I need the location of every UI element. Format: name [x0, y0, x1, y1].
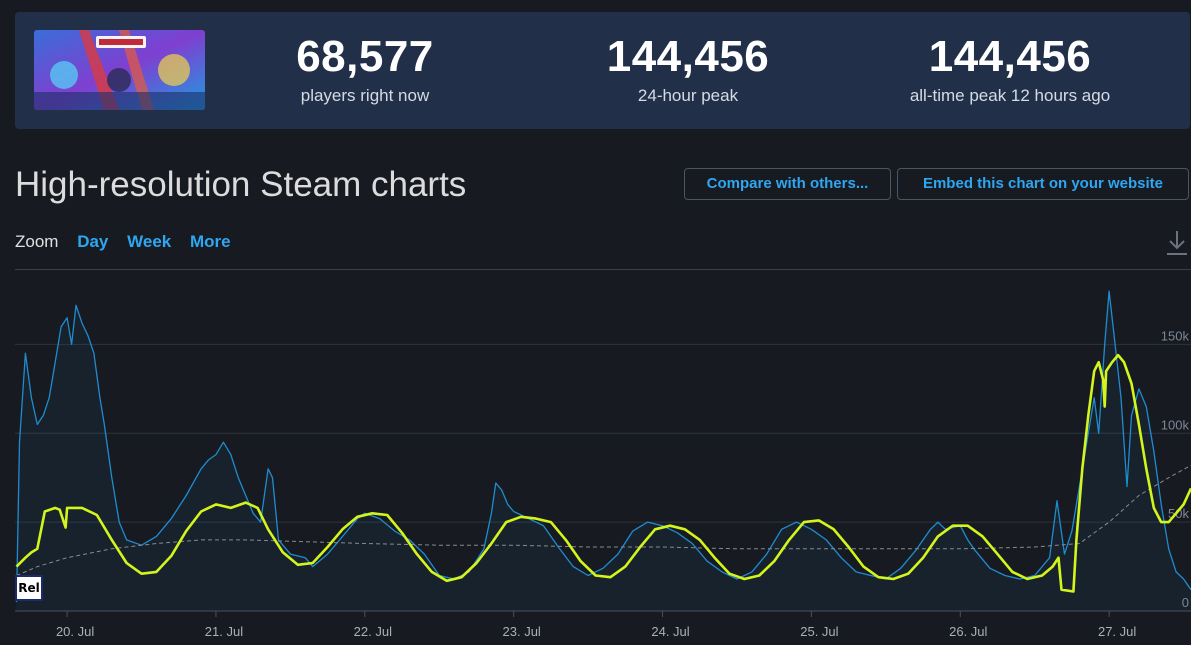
x-tick-label: 20. Jul	[56, 624, 94, 639]
y-tick-label: 0	[1182, 595, 1189, 610]
x-tick-label: 23. Jul	[503, 624, 541, 639]
all-time-peak-value: 144,456	[928, 32, 1092, 81]
stat-all-time-peak: 144,456 all-time peak 12 hours ago	[860, 32, 1160, 106]
game-cover-art	[34, 30, 205, 110]
x-tick-label: 25. Jul	[800, 624, 838, 639]
smoothed-series-line	[15, 353, 1191, 593]
x-tick-label: 22. Jul	[354, 624, 392, 639]
embed-chart-button[interactable]: Embed this chart on your website	[897, 168, 1189, 200]
game-cover-image[interactable]	[34, 30, 205, 110]
download-icon[interactable]	[1165, 229, 1189, 257]
all-time-peak-label: all-time peak 12 hours ago	[909, 86, 1111, 105]
compare-button[interactable]: Compare with others...	[684, 168, 891, 200]
zoom-controls: Zoom Day Week More	[15, 232, 245, 252]
current-players-value: 68,577	[296, 32, 434, 81]
x-tick-label: 26. Jul	[949, 624, 987, 639]
y-tick-label: 100k	[1161, 417, 1190, 432]
zoom-day[interactable]: Day	[77, 232, 109, 251]
average-series-line	[16, 464, 1191, 576]
x-tick-label: 27. Jul	[1098, 624, 1136, 639]
x-tick-label: 21. Jul	[205, 624, 243, 639]
players-series-area	[16, 291, 1191, 611]
zoom-label: Zoom	[15, 232, 59, 251]
zoom-week[interactable]: Week	[127, 232, 172, 251]
stat-current-players: 68,577 players right now	[215, 32, 515, 106]
peak-24h-label: 24-hour peak	[637, 86, 739, 105]
divider	[15, 269, 1191, 270]
zoom-more[interactable]: More	[189, 232, 231, 251]
x-axis: 20. Jul 21. Jul 22. Jul 23. Jul 24. Jul 25. J…	[56, 611, 1136, 639]
chart-series	[15, 290, 1191, 611]
current-players-label: players right now	[300, 86, 430, 105]
y-tick-label: 150k	[1161, 328, 1190, 343]
chart-grid	[15, 343, 1191, 612]
x-tick-label: 24. Jul	[651, 624, 689, 639]
page-title: High-resolution Steam charts	[15, 165, 467, 204]
stats-header: 68,577 players right now 144,456 24-hour…	[15, 12, 1190, 129]
stat-24h-peak: 144,456 24-hour peak	[538, 32, 838, 106]
peak-24h-value: 144,456	[606, 32, 770, 81]
release-marker[interactable]: Rel	[15, 575, 43, 601]
